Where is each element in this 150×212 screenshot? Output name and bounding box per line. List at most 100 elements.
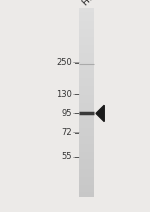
Bar xyxy=(79,35,94,37)
Bar xyxy=(79,175,94,177)
Bar xyxy=(79,68,94,70)
Bar xyxy=(79,27,94,29)
Bar xyxy=(79,170,94,172)
Bar xyxy=(79,49,94,51)
Text: HT-1080: HT-1080 xyxy=(80,0,113,7)
Bar xyxy=(79,159,94,161)
Bar xyxy=(79,101,94,103)
Bar xyxy=(79,42,94,43)
Bar xyxy=(79,29,94,31)
Bar xyxy=(79,57,94,59)
Bar xyxy=(79,115,94,117)
Text: 95: 95 xyxy=(61,109,72,118)
Bar xyxy=(79,104,94,106)
Bar xyxy=(79,133,94,134)
Bar xyxy=(79,98,94,100)
Bar xyxy=(79,78,94,79)
Bar xyxy=(79,153,94,155)
Bar xyxy=(79,145,94,147)
Bar xyxy=(79,136,94,137)
Bar xyxy=(79,120,94,122)
Bar xyxy=(79,185,94,186)
Bar xyxy=(79,134,94,136)
Bar xyxy=(79,111,94,112)
Text: —: — xyxy=(73,60,79,66)
Bar xyxy=(79,56,94,57)
Bar xyxy=(79,131,94,133)
Bar xyxy=(79,70,94,71)
Bar xyxy=(79,95,94,96)
Bar xyxy=(79,177,94,178)
Bar xyxy=(79,96,94,98)
Bar xyxy=(79,43,94,45)
Bar xyxy=(79,158,94,159)
Bar xyxy=(79,24,94,26)
Text: 55: 55 xyxy=(61,152,72,161)
Bar xyxy=(79,147,94,148)
Bar xyxy=(79,107,94,109)
Bar xyxy=(79,122,94,123)
Bar xyxy=(79,167,94,169)
Bar xyxy=(79,141,94,142)
Text: 130: 130 xyxy=(56,90,72,99)
Bar xyxy=(79,37,94,38)
Bar xyxy=(79,90,94,92)
Bar xyxy=(79,10,94,12)
Bar xyxy=(79,172,94,174)
Bar xyxy=(79,150,94,152)
Bar xyxy=(79,79,94,81)
Bar xyxy=(79,26,94,27)
Bar xyxy=(79,51,94,53)
Bar xyxy=(79,82,94,84)
Bar xyxy=(79,192,94,194)
Bar xyxy=(79,15,94,16)
Bar xyxy=(79,109,94,111)
Bar xyxy=(79,18,94,20)
Bar xyxy=(79,100,94,101)
Text: 250: 250 xyxy=(56,58,72,67)
Bar xyxy=(79,45,94,46)
Bar xyxy=(79,152,94,153)
Bar xyxy=(79,144,94,145)
Bar xyxy=(79,181,94,183)
Bar xyxy=(79,142,94,144)
Bar xyxy=(79,76,94,78)
Bar xyxy=(79,186,94,188)
Bar xyxy=(79,188,94,189)
Text: 72: 72 xyxy=(61,128,72,137)
Bar xyxy=(79,178,94,180)
Bar xyxy=(79,32,94,34)
Bar xyxy=(79,194,94,196)
Bar xyxy=(79,73,94,75)
Bar xyxy=(79,34,94,35)
Bar xyxy=(79,54,94,56)
Bar xyxy=(79,67,94,68)
Bar xyxy=(79,71,94,73)
Bar xyxy=(79,180,94,181)
Bar xyxy=(79,137,94,139)
Bar xyxy=(79,156,94,158)
Bar xyxy=(79,112,94,114)
Bar xyxy=(79,81,94,82)
Bar xyxy=(79,21,94,23)
Bar xyxy=(79,23,94,24)
Bar xyxy=(79,196,94,197)
Text: —: — xyxy=(73,91,79,97)
Bar xyxy=(79,139,94,141)
Bar xyxy=(79,60,94,62)
Bar xyxy=(79,163,94,164)
Bar xyxy=(79,85,94,87)
Bar xyxy=(79,117,94,119)
Bar xyxy=(79,46,94,48)
Bar xyxy=(79,12,94,13)
Bar xyxy=(79,155,94,156)
Bar xyxy=(79,119,94,120)
Text: —: — xyxy=(73,110,79,116)
Bar xyxy=(79,20,94,21)
Bar xyxy=(79,183,94,185)
Bar xyxy=(79,174,94,175)
Bar xyxy=(79,48,94,49)
Bar xyxy=(79,87,94,89)
Bar xyxy=(79,161,94,163)
Bar xyxy=(79,106,94,107)
